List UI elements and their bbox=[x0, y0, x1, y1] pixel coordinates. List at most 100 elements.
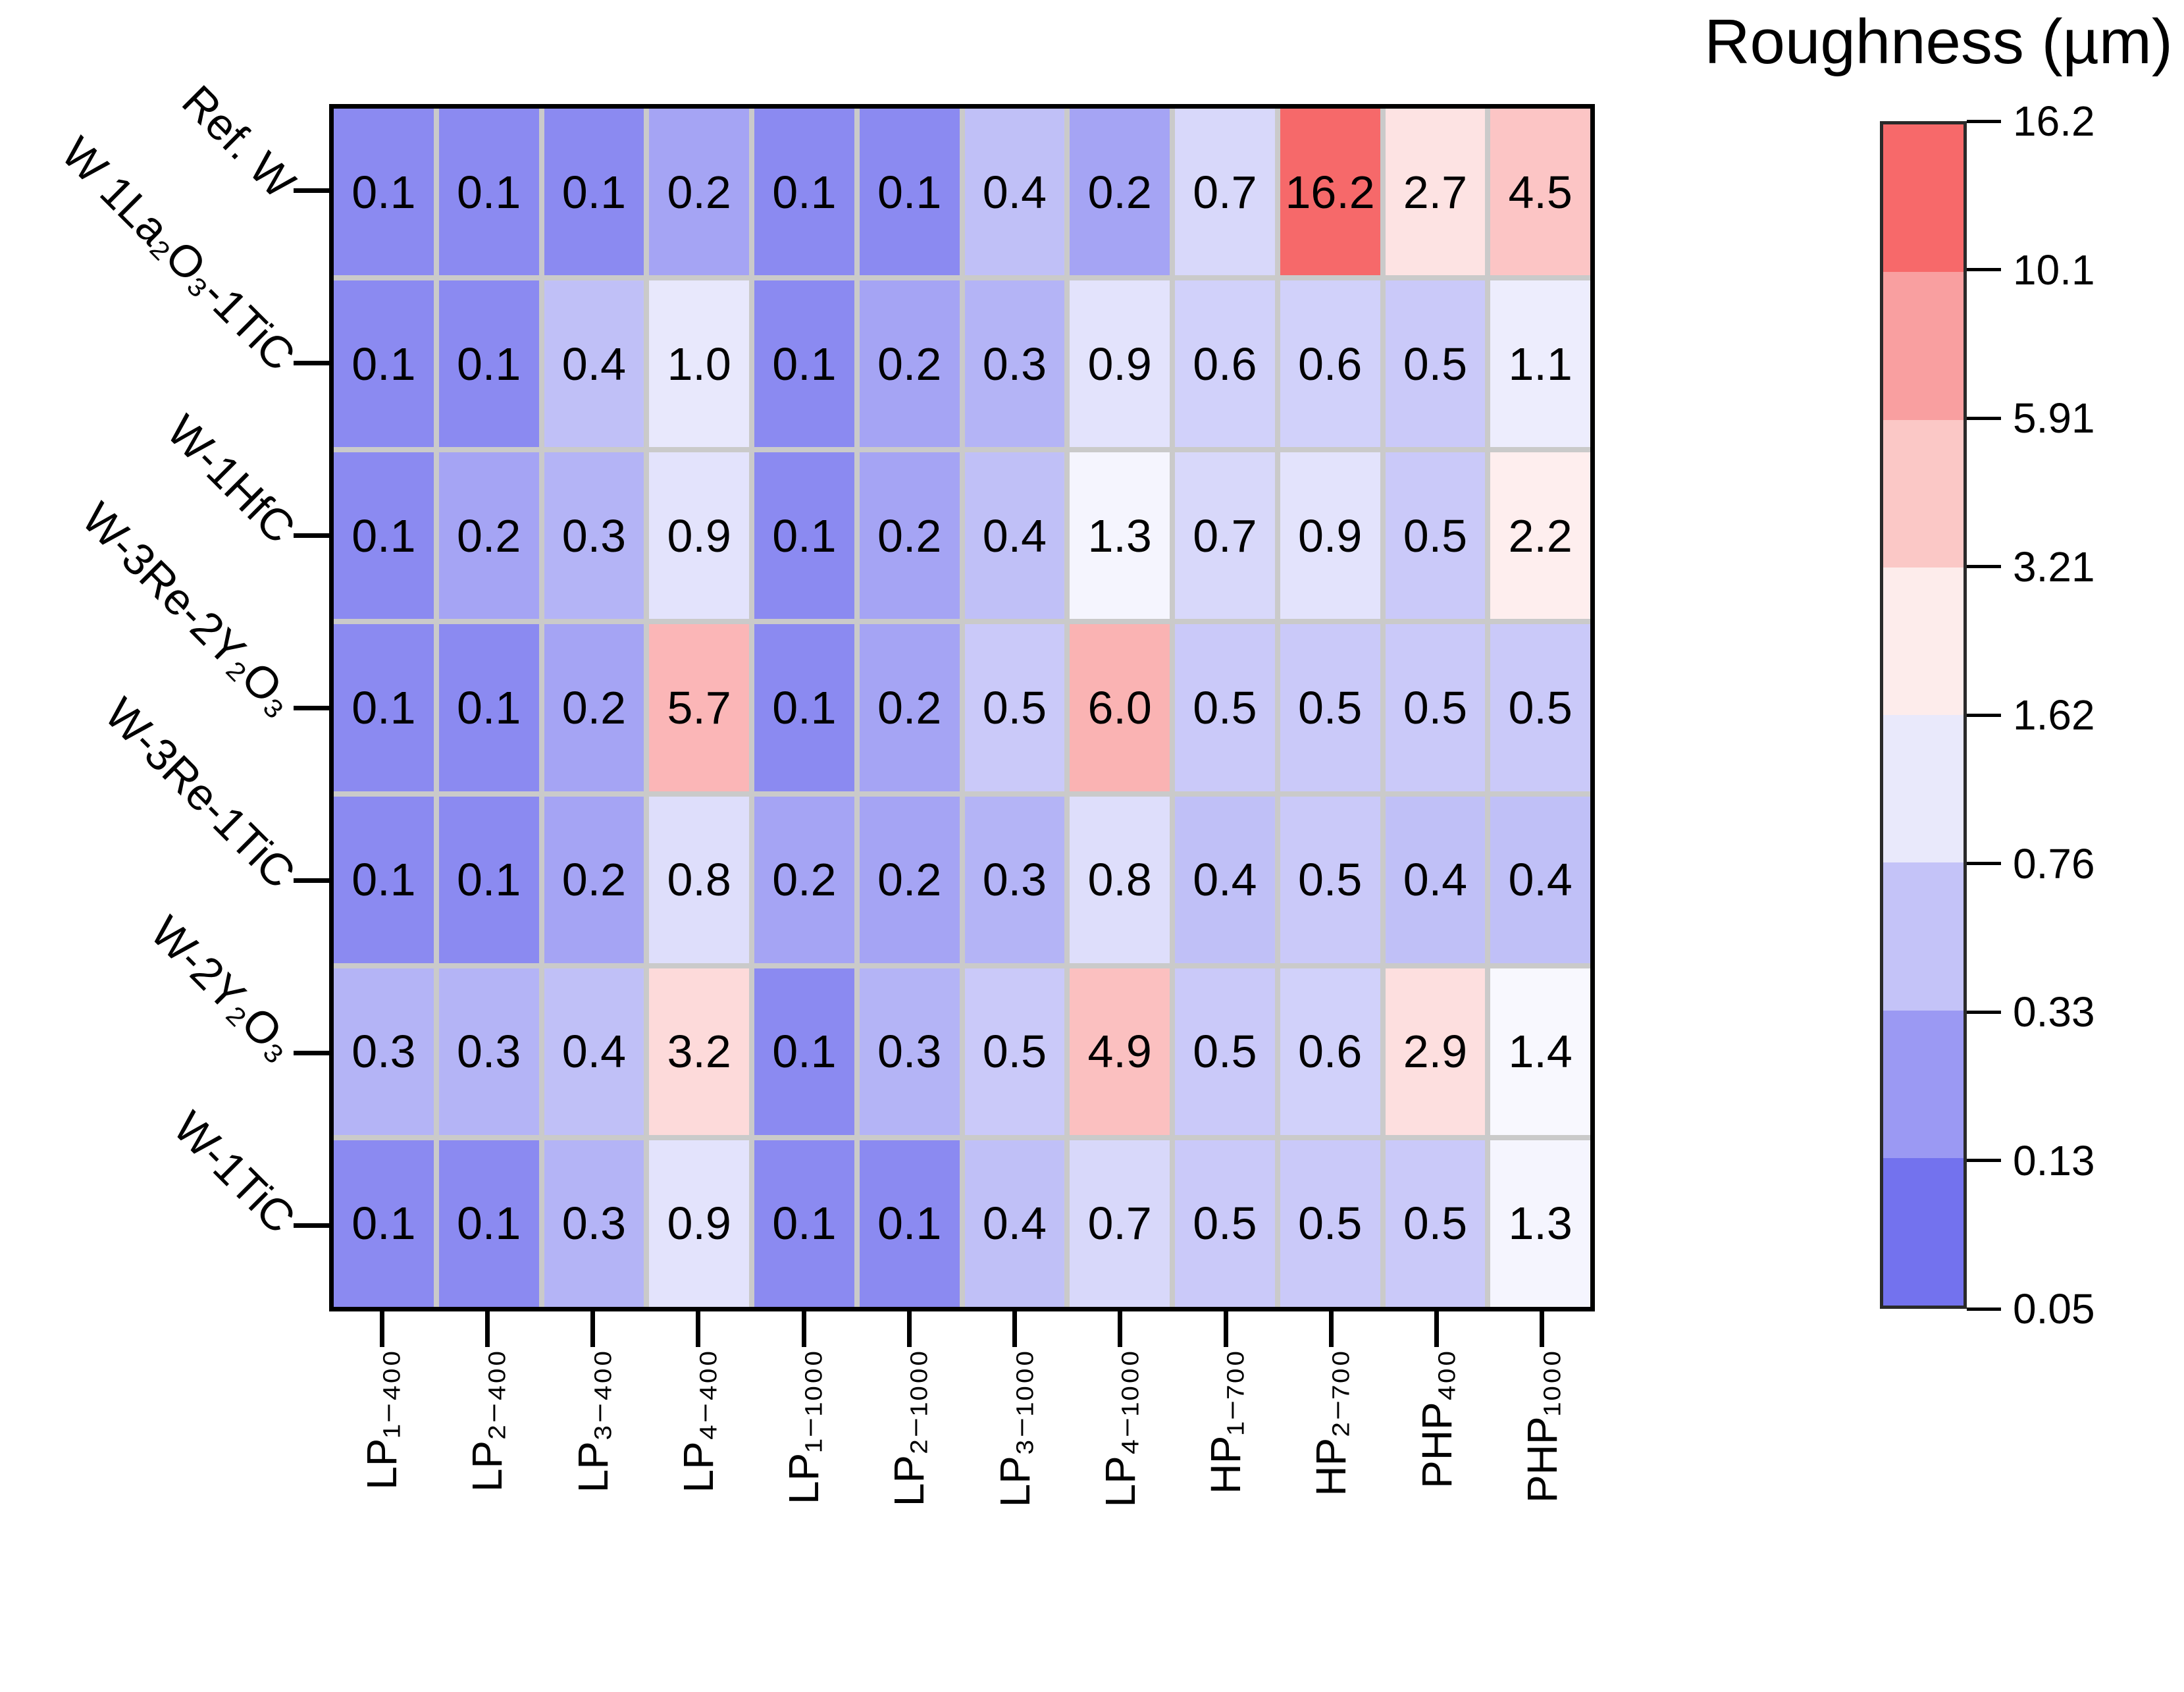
heatmap-cell-r1-c11: 2.7 bbox=[1385, 109, 1486, 276]
colorbar-tick-label: 16.2 bbox=[2013, 97, 2095, 145]
heatmap-grid: 0.1 0.1 0.1 0.2 0.1 0.1 0.4 0.2 0.7 16.2 2.7 4.5 0.1… bbox=[329, 104, 1595, 1311]
heatmap-cell-r2-c1: 0.1 bbox=[334, 280, 434, 448]
colorbar-tick bbox=[1967, 1307, 2001, 1311]
x-axis-tick bbox=[1328, 1311, 1334, 1347]
colorbar-title: Roughness (µm) bbox=[1704, 7, 2173, 77]
colorbar-tick bbox=[1967, 416, 2001, 420]
heatmap-cell-r3-c12: 2.2 bbox=[1490, 452, 1590, 620]
x-axis-tick bbox=[801, 1311, 806, 1347]
heatmap-cell-r1-c7: 0.4 bbox=[964, 109, 1065, 276]
heatmap-cell-r7-c2: 0.1 bbox=[438, 1140, 539, 1307]
x-axis-label: LP₃₋₄₀₀ bbox=[569, 1350, 617, 1493]
heatmap-cell-r2-c5: 0.1 bbox=[754, 280, 854, 448]
x-axis-label: LP₂₋₄₀₀ bbox=[463, 1350, 511, 1493]
heatmap-cell-r2-c2: 0.1 bbox=[438, 280, 539, 448]
x-axis-label: LP₄₋₁₀₀₀ bbox=[1096, 1350, 1144, 1508]
heatmap-cell-r6-c4: 3.2 bbox=[649, 968, 749, 1135]
x-axis-tick bbox=[1223, 1311, 1228, 1347]
y-axis-tick bbox=[294, 1050, 329, 1055]
colorbar-band-1 bbox=[1883, 124, 1963, 273]
colorbar-tick bbox=[1967, 119, 2001, 123]
heatmap-cell-r6-c11: 2.9 bbox=[1385, 968, 1486, 1135]
heatmap-cell-r4-c1: 0.1 bbox=[334, 624, 434, 791]
x-axis-label: PHP₄₀₀ bbox=[1413, 1350, 1461, 1489]
x-axis-tick bbox=[590, 1311, 596, 1347]
heatmap-cell-r4-c9: 0.5 bbox=[1175, 624, 1275, 791]
x-axis-label: LP₁₋₄₀₀ bbox=[358, 1350, 406, 1490]
colorbar bbox=[1880, 121, 1967, 1309]
heatmap-cell-r5-c11: 0.4 bbox=[1385, 796, 1486, 963]
colorbar-band-4 bbox=[1883, 567, 1963, 715]
heatmap-cell-r2-c7: 0.3 bbox=[964, 280, 1065, 448]
heatmap-cell-r1-c9: 0.7 bbox=[1175, 109, 1275, 276]
heatmap-cell-r3-c7: 0.4 bbox=[964, 452, 1065, 620]
colorbar-tick bbox=[1967, 268, 2001, 271]
heatmap-cell-r1-c5: 0.1 bbox=[754, 109, 854, 276]
x-axis-tick bbox=[906, 1311, 912, 1347]
heatmap-cell-r3-c5: 0.1 bbox=[754, 452, 854, 620]
heatmap-cell-r7-c9: 0.5 bbox=[1175, 1140, 1275, 1307]
heatmap-cell-r4-c7: 0.5 bbox=[964, 624, 1065, 791]
colorbar-band-3 bbox=[1883, 419, 1963, 568]
colorbar-tick-label: 0.33 bbox=[2013, 988, 2095, 1036]
x-axis-tick bbox=[484, 1311, 490, 1347]
heatmap-cell-r3-c11: 0.5 bbox=[1385, 452, 1486, 620]
heatmap-cell-r5-c6: 0.2 bbox=[859, 796, 960, 963]
heatmap-cell-r6-c1: 0.3 bbox=[334, 968, 434, 1135]
colorbar-tick-label: 10.1 bbox=[2013, 246, 2095, 294]
x-axis-tick bbox=[1540, 1311, 1545, 1347]
colorbar-tick bbox=[1967, 862, 2001, 865]
x-axis-tick bbox=[1012, 1311, 1018, 1347]
heatmap-cell-r1-c6: 0.1 bbox=[859, 109, 960, 276]
y-axis-tick bbox=[294, 360, 329, 365]
heatmap-cell-r4-c2: 0.1 bbox=[438, 624, 539, 791]
y-axis-tick bbox=[294, 188, 329, 193]
heatmap-cell-r7-c11: 0.5 bbox=[1385, 1140, 1486, 1307]
heatmap-cell-r3-c8: 1.3 bbox=[1070, 452, 1170, 620]
colorbar-tick-label: 1.62 bbox=[2013, 691, 2095, 739]
heatmap-cell-r5-c12: 0.4 bbox=[1490, 796, 1590, 963]
colorbar-tick-label: 5.91 bbox=[2013, 394, 2095, 442]
heatmap-cell-r2-c12: 1.1 bbox=[1490, 280, 1590, 448]
heatmap-cell-r7-c4: 0.9 bbox=[649, 1140, 749, 1307]
x-axis-label: PHP₁₀₀₀ bbox=[1518, 1350, 1566, 1503]
heatmap-cell-r3-c1: 0.1 bbox=[334, 452, 434, 620]
heatmap-cell-r2-c6: 0.2 bbox=[859, 280, 960, 448]
y-axis-tick bbox=[294, 705, 329, 710]
heatmap-cell-r7-c8: 0.7 bbox=[1070, 1140, 1170, 1307]
heatmap-cell-r5-c3: 0.2 bbox=[544, 796, 644, 963]
colorbar-tick-label: 0.05 bbox=[2013, 1285, 2095, 1333]
colorbar-tick bbox=[1967, 713, 2001, 717]
heatmap-cell-r6-c3: 0.4 bbox=[544, 968, 644, 1135]
x-axis-label: LP₂₋₁₀₀₀ bbox=[885, 1350, 933, 1507]
x-axis-tick bbox=[1434, 1311, 1440, 1347]
heatmap-cell-r3-c4: 0.9 bbox=[649, 452, 749, 620]
heatmap-cell-r3-c10: 0.9 bbox=[1280, 452, 1380, 620]
heatmap-cell-r4-c5: 0.1 bbox=[754, 624, 854, 791]
colorbar-tick-label: 0.76 bbox=[2013, 839, 2095, 887]
heatmap-cell-r3-c9: 0.7 bbox=[1175, 452, 1275, 620]
heatmap-cell-r2-c3: 0.4 bbox=[544, 280, 644, 448]
x-axis-label: LP₁₋₁₀₀₀ bbox=[780, 1350, 828, 1504]
heatmap-figure: 0.1 0.1 0.1 0.2 0.1 0.1 0.4 0.2 0.7 16.2 2.7 4.5 0.1… bbox=[52, 7, 2173, 1508]
heatmap-cell-r7-c10: 0.5 bbox=[1280, 1140, 1380, 1307]
heatmap-cell-r1-c2: 0.1 bbox=[438, 109, 539, 276]
heatmap-cell-r7-c7: 0.4 bbox=[964, 1140, 1065, 1307]
heatmap-cell-r6-c2: 0.3 bbox=[438, 968, 539, 1135]
heatmap-cell-r2-c11: 0.5 bbox=[1385, 280, 1486, 448]
colorbar-band-6 bbox=[1883, 862, 1963, 1011]
heatmap-cell-r3-c3: 0.3 bbox=[544, 452, 644, 620]
colorbar-tick bbox=[1967, 1159, 2001, 1162]
x-axis-tick bbox=[379, 1311, 384, 1347]
heatmap-cell-r5-c2: 0.1 bbox=[438, 796, 539, 963]
x-axis-tick bbox=[696, 1311, 701, 1347]
heatmap-cell-r1-c3: 0.1 bbox=[544, 109, 644, 276]
heatmap-cell-r5-c7: 0.3 bbox=[964, 796, 1065, 963]
x-axis-label: HP₂₋₇₀₀ bbox=[1307, 1350, 1355, 1496]
heatmap-cell-r4-c10: 0.5 bbox=[1280, 624, 1380, 791]
heatmap-cell-r1-c12: 4.5 bbox=[1490, 109, 1590, 276]
colorbar-tick-label: 3.21 bbox=[2013, 542, 2095, 591]
heatmap-cell-r6-c12: 1.4 bbox=[1490, 968, 1590, 1135]
heatmap-cell-r4-c8: 6.0 bbox=[1070, 624, 1170, 791]
heatmap-cell-r5-c4: 0.8 bbox=[649, 796, 749, 963]
